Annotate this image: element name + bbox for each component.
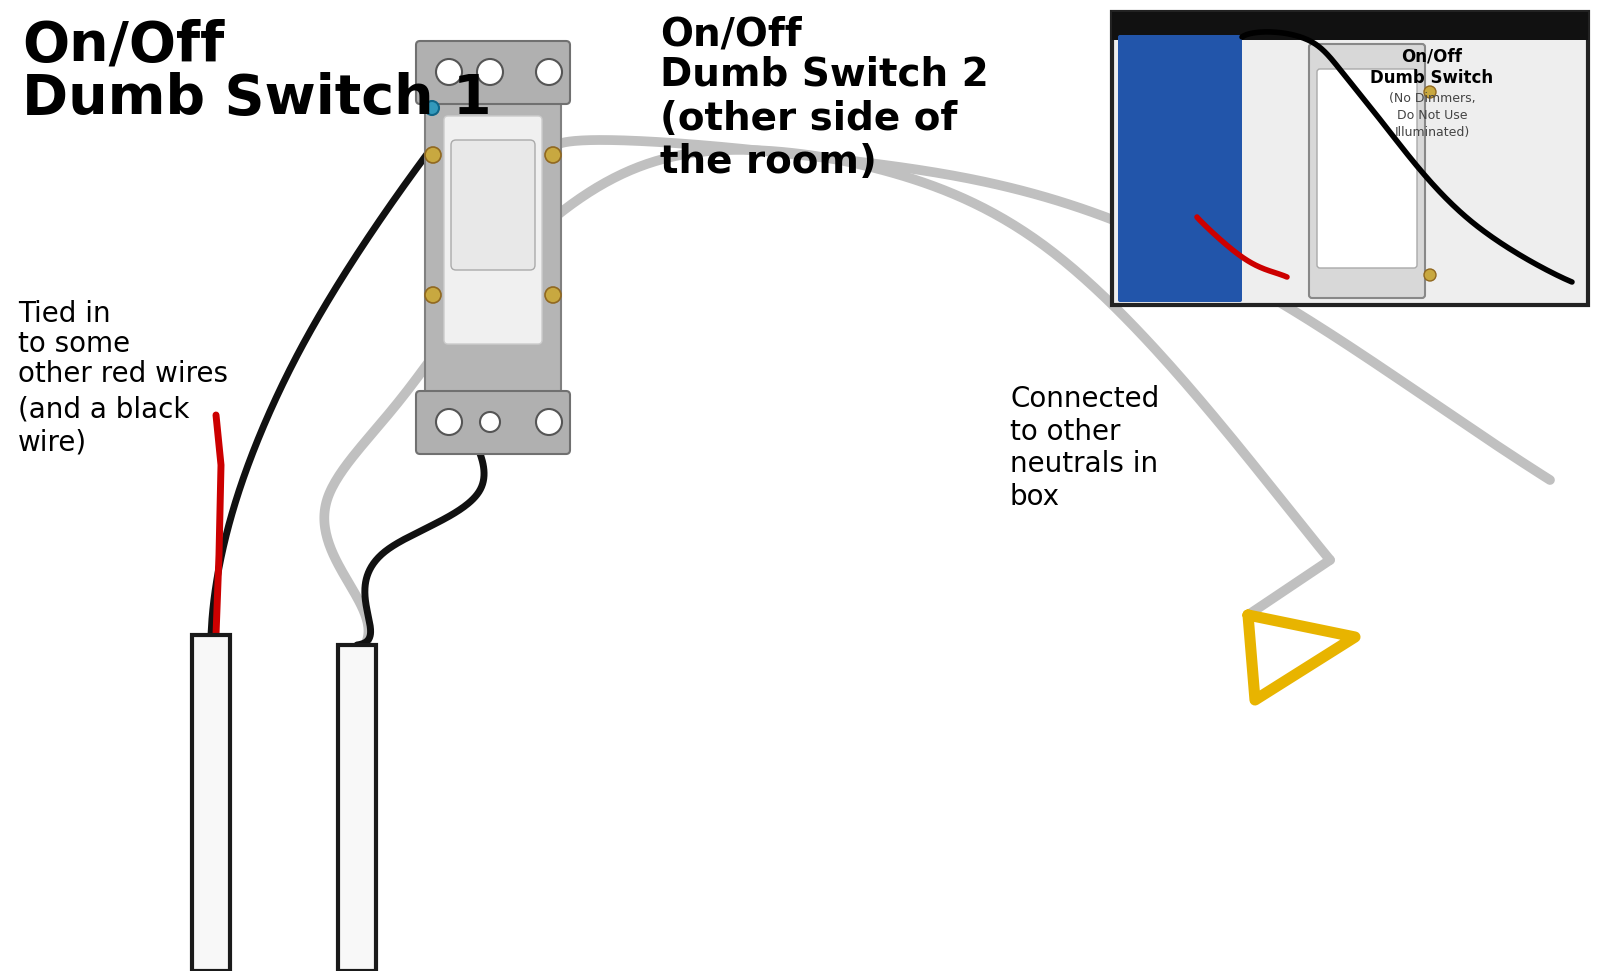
Circle shape	[536, 409, 562, 435]
Text: wire): wire)	[18, 428, 86, 456]
Text: (No Dimmers,: (No Dimmers,	[1389, 92, 1475, 105]
FancyBboxPatch shape	[451, 140, 534, 270]
Text: (and a black: (and a black	[18, 395, 189, 423]
Text: Connected: Connected	[1010, 385, 1160, 413]
Text: other red wires: other red wires	[18, 360, 229, 388]
FancyBboxPatch shape	[416, 391, 570, 454]
Text: Do Not Use: Do Not Use	[1397, 109, 1467, 122]
FancyBboxPatch shape	[416, 41, 570, 104]
Text: On/Off: On/Off	[1402, 47, 1462, 65]
Bar	[1112, 12, 1587, 40]
Text: Illuminated): Illuminated)	[1394, 126, 1470, 139]
Circle shape	[435, 409, 462, 435]
Circle shape	[477, 59, 502, 85]
Circle shape	[1424, 269, 1437, 281]
FancyBboxPatch shape	[1317, 69, 1418, 268]
Circle shape	[480, 412, 499, 432]
Circle shape	[536, 59, 562, 85]
Text: the room): the room)	[661, 143, 877, 181]
Text: Dumb Switch: Dumb Switch	[1371, 69, 1493, 87]
Bar	[1112, 12, 1587, 305]
Bar	[338, 645, 376, 971]
Circle shape	[426, 101, 438, 115]
Circle shape	[426, 287, 442, 303]
FancyBboxPatch shape	[445, 116, 542, 344]
Text: to some: to some	[18, 330, 130, 358]
Circle shape	[546, 287, 562, 303]
Text: to other: to other	[1010, 418, 1120, 446]
Text: On/Off: On/Off	[661, 15, 802, 53]
Text: (other side of: (other side of	[661, 100, 957, 138]
Circle shape	[426, 147, 442, 163]
Circle shape	[435, 59, 462, 85]
Circle shape	[1424, 86, 1437, 98]
Text: neutrals in: neutrals in	[1010, 450, 1158, 478]
Text: On/Off: On/Off	[22, 18, 224, 72]
Circle shape	[546, 147, 562, 163]
Text: Tied in: Tied in	[18, 300, 110, 328]
FancyBboxPatch shape	[426, 47, 562, 443]
FancyBboxPatch shape	[1309, 44, 1426, 298]
Text: Dumb Switch 1: Dumb Switch 1	[22, 72, 491, 126]
Text: box: box	[1010, 483, 1059, 511]
Bar	[192, 635, 230, 971]
Text: Dumb Switch 2: Dumb Switch 2	[661, 55, 989, 93]
FancyBboxPatch shape	[1118, 35, 1242, 302]
